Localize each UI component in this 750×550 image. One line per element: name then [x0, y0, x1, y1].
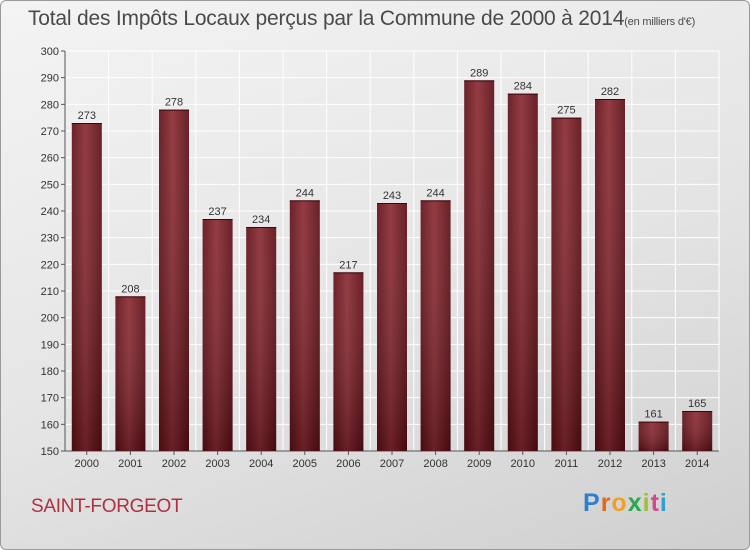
bar-shade — [507, 93, 538, 452]
data-label: 208 — [121, 283, 139, 295]
logo-letter: i — [659, 489, 668, 517]
chart-title-text: Total des Impôts Locaux perçus par la Co… — [28, 7, 625, 30]
x-tick-label: 2002 — [162, 458, 186, 470]
y-tick-label: 260 — [41, 153, 59, 165]
chart-unit: (en milliers d'€) — [624, 16, 696, 28]
y-tick-label: 180 — [41, 366, 59, 378]
x-tick-label: 2003 — [205, 458, 229, 470]
data-label: 244 — [426, 187, 444, 199]
x-tick-label: 2007 — [380, 458, 404, 470]
bar-shade — [202, 219, 233, 451]
bar-shade — [71, 123, 102, 451]
bar-shade — [464, 80, 495, 451]
bar-shade — [377, 203, 407, 451]
logo-letter: r — [600, 489, 612, 517]
x-tick-label: 2011 — [555, 458, 579, 470]
logo-letter: x — [627, 489, 643, 517]
logo-letter: i — [642, 489, 651, 517]
commune-name: SAINT-FORGEOT — [31, 496, 183, 517]
x-tick-label: 2000 — [75, 458, 99, 470]
data-label: 275 — [557, 105, 575, 117]
data-label: 234 — [252, 214, 270, 226]
x-tick-label: 2010 — [511, 458, 535, 470]
y-tick-label: 250 — [41, 179, 59, 191]
bar-shade — [115, 296, 146, 451]
chart-title: Total des Impôts Locaux perçus par la Co… — [28, 7, 695, 31]
x-tick-label: 2001 — [118, 458, 142, 470]
data-label: 284 — [514, 81, 532, 93]
axes: 150 160 170 180 190 200 210 220 230 240 250 260 270 2… — [41, 46, 719, 470]
y-tick-label: 220 — [41, 259, 59, 271]
logo-letter: o — [611, 489, 628, 517]
data-label: 273 — [78, 110, 96, 122]
data-label: 282 — [601, 86, 619, 98]
proxiti-logo[interactable]: Proxiti — [583, 489, 668, 518]
logo-letter: P — [583, 489, 601, 517]
data-label: 165 — [688, 398, 706, 410]
bar-shade — [333, 272, 364, 451]
y-tick-label: 280 — [41, 99, 59, 111]
data-label: 289 — [470, 67, 488, 79]
x-tick-label: 2009 — [467, 458, 491, 470]
data-label: 237 — [208, 206, 226, 218]
y-tick-label: 150 — [41, 446, 59, 458]
y-tick-label: 200 — [41, 313, 59, 325]
y-tick-label: 230 — [41, 233, 59, 245]
x-tick-label: 2006 — [336, 458, 360, 470]
bar-shade — [159, 109, 189, 452]
bar-shade — [551, 117, 582, 452]
y-tick-label: 290 — [41, 73, 59, 85]
x-tick-label: 2008 — [423, 458, 447, 470]
x-tick-label: 2014 — [685, 458, 709, 470]
data-label: 217 — [339, 259, 357, 271]
y-tick-label: 240 — [41, 206, 59, 218]
x-tick-label: 2004 — [249, 458, 273, 470]
y-tick-label: 300 — [41, 46, 59, 58]
bar-shade — [595, 99, 625, 451]
x-tick-label: 2012 — [598, 458, 622, 470]
bar-shade — [682, 411, 713, 451]
logo-letter: t — [650, 489, 660, 517]
y-tick-label: 210 — [41, 286, 59, 298]
bar-shade — [420, 200, 451, 451]
data-label: 244 — [296, 187, 314, 199]
x-tick-label: 2005 — [293, 458, 317, 470]
x-tick-label: 2013 — [641, 458, 665, 470]
data-labels: 273 208 278 237 234 244 217 243 244 289 284 275 282 1… — [78, 67, 707, 420]
data-label: 278 — [165, 97, 183, 109]
y-tick-label: 190 — [41, 339, 59, 351]
y-tick-label: 160 — [41, 419, 59, 431]
bars — [71, 80, 713, 452]
data-label: 161 — [644, 409, 662, 421]
bar-shade — [638, 421, 669, 451]
y-tick-label: 170 — [41, 393, 59, 405]
y-tick-label: 270 — [41, 126, 59, 138]
data-label: 243 — [383, 190, 401, 202]
bar-shade — [246, 227, 277, 451]
bar-shade — [289, 200, 320, 451]
